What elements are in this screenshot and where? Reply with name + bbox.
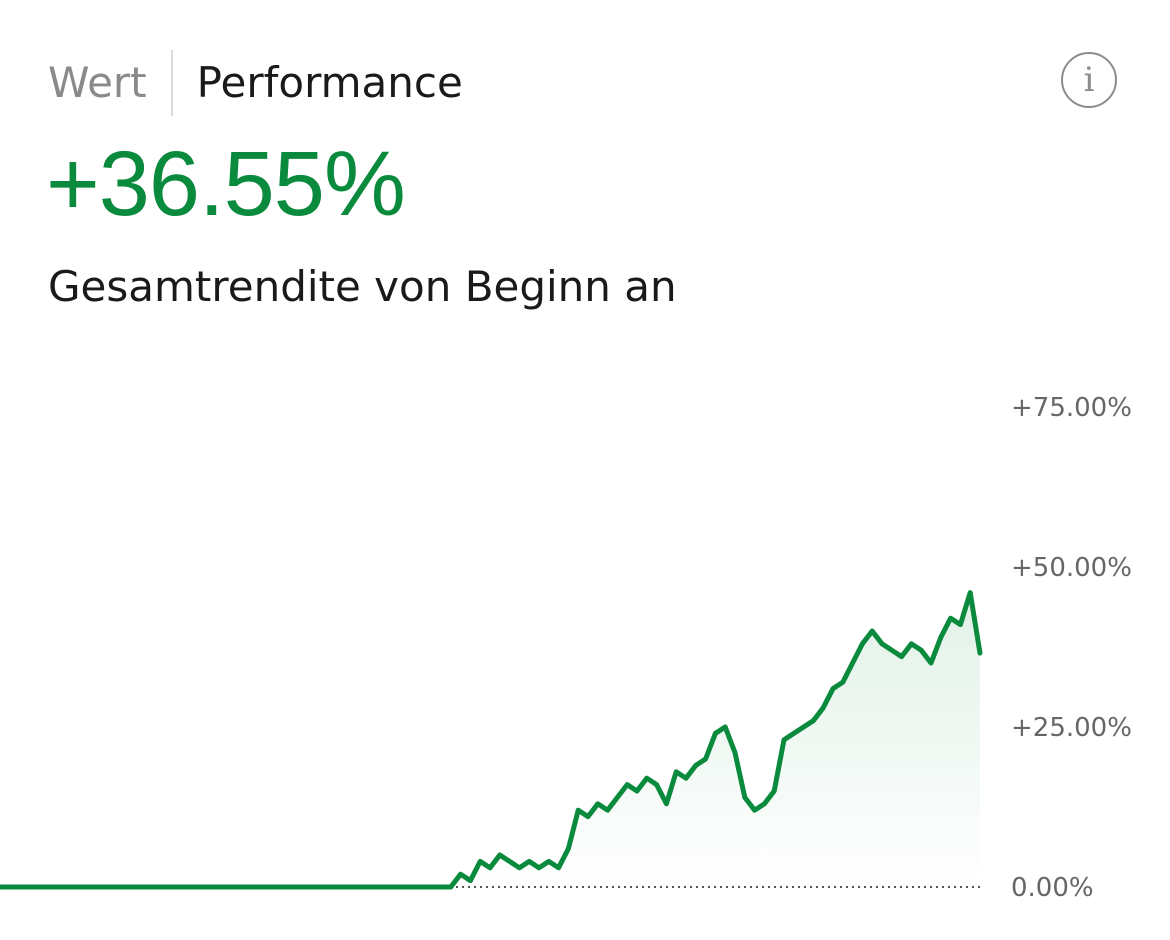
performance-value: +36.55%	[46, 133, 406, 235]
info-icon: i	[1083, 60, 1095, 100]
tab-performance[interactable]: Performance	[196, 58, 463, 107]
tab-wert[interactable]: Wert	[48, 58, 147, 107]
performance-line	[0, 590, 983, 890]
view-tabs: Wert Performance	[48, 50, 463, 116]
y-tick-label: +75.00%	[1011, 393, 1132, 423]
performance-subtitle: Gesamtrendite von Beginn an	[48, 262, 677, 311]
y-axis: 0.00% +25.00% +50.00% +75.00%	[1011, 393, 1132, 903]
y-tick-label: 0.00%	[1011, 873, 1094, 903]
performance-chart: 0.00% +25.00% +50.00% +75.00%	[0, 393, 1132, 903]
performance-area	[0, 592, 980, 887]
tab-divider	[170, 50, 173, 116]
y-tick-label: +25.00%	[1011, 713, 1132, 743]
y-tick-label: +50.00%	[1011, 553, 1132, 583]
info-button[interactable]: i	[1061, 52, 1117, 108]
